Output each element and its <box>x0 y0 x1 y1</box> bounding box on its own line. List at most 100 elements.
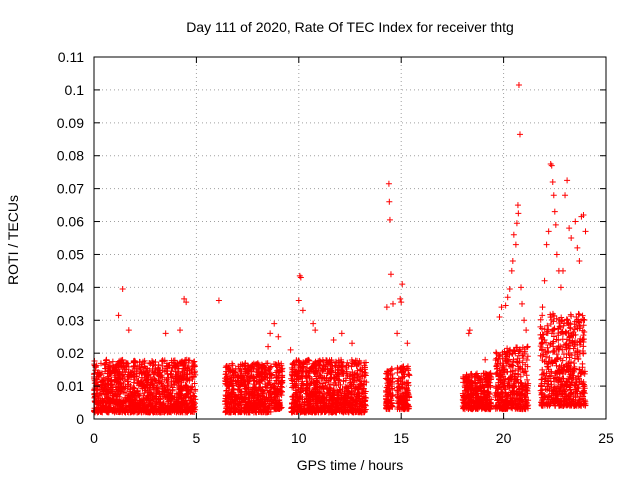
data-point <box>521 317 528 324</box>
data-point <box>541 277 548 284</box>
data-point <box>144 370 151 377</box>
data-point <box>150 359 157 366</box>
data-point <box>165 398 172 405</box>
data-point <box>188 366 195 373</box>
data-point <box>115 364 122 371</box>
data-point <box>168 368 175 375</box>
data-point <box>110 398 117 405</box>
data-point <box>188 396 195 403</box>
data-point <box>397 295 404 302</box>
data-point <box>188 384 195 391</box>
data-point <box>572 218 579 225</box>
data-point <box>215 297 222 304</box>
data-point <box>132 393 139 400</box>
data-point <box>138 361 145 368</box>
data-point <box>119 384 126 391</box>
data-point <box>127 406 134 413</box>
data-point <box>537 316 544 323</box>
data-point <box>523 327 530 334</box>
x-tick-label: 5 <box>193 430 201 446</box>
data-point <box>173 382 180 389</box>
data-point <box>124 392 131 399</box>
data-point <box>177 327 184 334</box>
data-point <box>143 395 150 402</box>
data-point <box>504 294 511 301</box>
data-point <box>125 327 132 334</box>
data-point <box>101 405 108 412</box>
data-point <box>390 300 397 307</box>
data-point <box>153 390 160 397</box>
data-point <box>183 377 190 384</box>
y-tick-label: 0.04 <box>57 279 84 295</box>
data-point <box>265 343 272 350</box>
y-axis-label: ROTI / TECUs <box>5 195 21 285</box>
data-point <box>99 378 106 385</box>
data-point <box>119 286 126 293</box>
x-tick-label: 10 <box>291 430 307 446</box>
data-point <box>175 394 182 401</box>
data-point <box>134 362 141 369</box>
data-point <box>404 340 411 347</box>
data-point <box>142 387 149 394</box>
data-point <box>515 81 522 88</box>
data-point <box>186 405 193 412</box>
data-point <box>267 330 274 337</box>
data-point <box>118 383 125 390</box>
data-point <box>510 231 517 238</box>
data-point <box>94 392 101 399</box>
data-point <box>104 398 111 405</box>
data-point <box>166 409 173 416</box>
y-tick-label: 0.05 <box>57 246 84 262</box>
data-point <box>133 404 140 411</box>
data-point <box>185 394 192 401</box>
data-point <box>103 356 110 363</box>
data-point <box>138 369 145 376</box>
chart-title: Day 111 of 2020, Rate Of TEC Index for r… <box>186 19 514 35</box>
data-point <box>138 397 145 404</box>
data-point <box>102 368 109 375</box>
data-point <box>149 378 156 385</box>
data-point <box>117 379 124 386</box>
data-point <box>131 373 138 380</box>
data-point <box>113 376 120 383</box>
data-point <box>139 385 146 392</box>
data-point <box>170 377 177 384</box>
data-point <box>147 403 154 410</box>
data-point <box>482 356 489 363</box>
data-point <box>176 405 183 412</box>
data-point <box>568 235 575 241</box>
data-point <box>185 389 192 396</box>
y-tick-label: 0.1 <box>65 82 85 98</box>
data-point <box>330 337 337 344</box>
data-point <box>559 267 566 274</box>
data-point <box>581 328 588 335</box>
data-point <box>105 400 112 407</box>
y-tick-label: 0.09 <box>57 115 84 131</box>
data-point <box>153 400 160 407</box>
data-point <box>508 267 515 274</box>
data-point <box>105 381 112 388</box>
data-point <box>143 373 150 380</box>
data-point <box>102 406 109 413</box>
data-point <box>139 400 146 407</box>
data-point <box>167 371 174 378</box>
data-point <box>271 320 278 327</box>
data-point <box>552 221 559 228</box>
data-point <box>164 382 171 389</box>
data-point <box>96 372 103 379</box>
data-point <box>509 258 516 265</box>
data-point <box>180 360 187 367</box>
data-point <box>145 388 152 395</box>
data-point <box>141 360 148 367</box>
y-tick-label: 0.11 <box>58 49 84 65</box>
data-point <box>186 367 193 374</box>
data-point <box>140 381 147 388</box>
data-point <box>156 370 163 377</box>
data-point <box>121 377 128 384</box>
data-point <box>182 382 189 389</box>
data-point <box>562 192 569 199</box>
data-point <box>126 395 133 402</box>
data-point <box>187 405 194 412</box>
x-tick-label: 0 <box>90 430 98 446</box>
y-tick-label: 0.03 <box>57 312 84 328</box>
